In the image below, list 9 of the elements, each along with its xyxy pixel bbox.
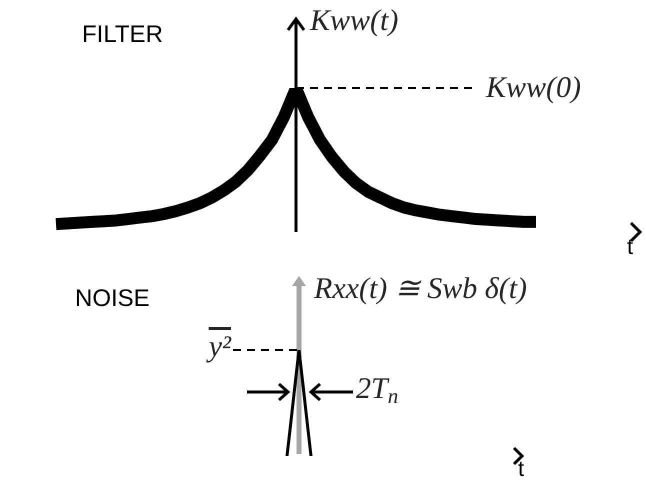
chart-title: FILTER [82, 21, 163, 48]
ref-line-label: Kww(0) [485, 71, 582, 104]
y-axis-title: Kww(t) [309, 4, 398, 37]
annotation: 2T$_{n}$ [356, 372, 398, 408]
ref-line-label: y² [206, 330, 232, 363]
chart-title: NOISE [75, 285, 150, 312]
y-axis-title: Rxx(t) ≅ Swb δ(t) [313, 272, 528, 305]
x-axis-title: t [626, 234, 634, 259]
x-axis-title: t [518, 456, 524, 481]
